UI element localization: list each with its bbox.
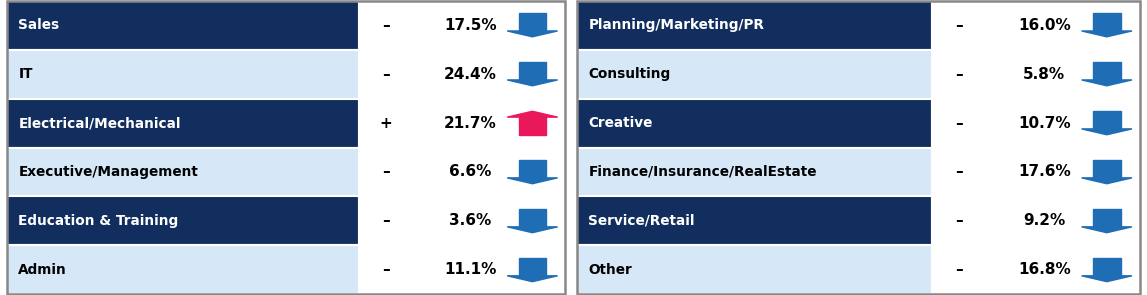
Text: Education & Training: Education & Training bbox=[18, 214, 179, 228]
Polygon shape bbox=[518, 160, 546, 178]
Bar bbox=[7, 99, 359, 148]
Bar bbox=[931, 50, 1140, 99]
Polygon shape bbox=[518, 209, 546, 227]
Polygon shape bbox=[1093, 258, 1121, 276]
Polygon shape bbox=[518, 117, 546, 135]
Text: Planning/Marketing/PR: Planning/Marketing/PR bbox=[588, 18, 764, 32]
Polygon shape bbox=[1082, 31, 1132, 37]
Text: –: – bbox=[955, 18, 962, 32]
Text: 16.0%: 16.0% bbox=[1017, 18, 1070, 32]
Polygon shape bbox=[1093, 209, 1121, 227]
Text: 3.6%: 3.6% bbox=[450, 214, 492, 228]
Text: IT: IT bbox=[18, 67, 33, 81]
Text: –: – bbox=[955, 214, 962, 228]
Text: –: – bbox=[955, 263, 962, 277]
Text: –: – bbox=[382, 67, 390, 81]
Polygon shape bbox=[507, 276, 557, 282]
Bar bbox=[359, 148, 565, 196]
Bar bbox=[577, 1, 1140, 294]
Text: Electrical/Mechanical: Electrical/Mechanical bbox=[18, 116, 181, 130]
Text: Creative: Creative bbox=[588, 116, 653, 130]
Text: Consulting: Consulting bbox=[588, 67, 671, 81]
Bar bbox=[931, 1, 1140, 50]
Bar bbox=[7, 148, 359, 196]
Text: 5.8%: 5.8% bbox=[1023, 67, 1066, 81]
Bar bbox=[359, 50, 565, 99]
Polygon shape bbox=[518, 62, 546, 80]
Text: –: – bbox=[955, 116, 962, 130]
Polygon shape bbox=[1082, 129, 1132, 135]
Text: 11.1%: 11.1% bbox=[444, 263, 497, 277]
Bar bbox=[577, 1, 931, 50]
Text: –: – bbox=[382, 165, 390, 179]
Bar bbox=[359, 1, 565, 50]
Bar bbox=[359, 196, 565, 245]
Polygon shape bbox=[518, 258, 546, 276]
Text: –: – bbox=[955, 67, 962, 81]
Text: 9.2%: 9.2% bbox=[1023, 214, 1066, 228]
Text: 16.8%: 16.8% bbox=[1017, 263, 1070, 277]
Text: –: – bbox=[955, 165, 962, 179]
Polygon shape bbox=[507, 178, 557, 184]
Text: Executive/Management: Executive/Management bbox=[18, 165, 198, 179]
Text: 6.6%: 6.6% bbox=[450, 165, 492, 179]
Bar bbox=[7, 245, 359, 294]
Polygon shape bbox=[1082, 227, 1132, 233]
Bar bbox=[577, 245, 931, 294]
Bar bbox=[7, 50, 359, 99]
Text: Sales: Sales bbox=[18, 18, 60, 32]
Text: 17.6%: 17.6% bbox=[1017, 165, 1070, 179]
Bar bbox=[577, 50, 931, 99]
Bar bbox=[7, 1, 359, 50]
Text: Admin: Admin bbox=[18, 263, 68, 277]
Bar bbox=[931, 245, 1140, 294]
Polygon shape bbox=[507, 31, 557, 37]
Polygon shape bbox=[1082, 276, 1132, 282]
Polygon shape bbox=[518, 13, 546, 31]
Polygon shape bbox=[507, 80, 557, 86]
Bar bbox=[577, 196, 931, 245]
Polygon shape bbox=[1093, 160, 1121, 178]
Text: Service/Retail: Service/Retail bbox=[588, 214, 695, 228]
Polygon shape bbox=[507, 227, 557, 233]
Text: Other: Other bbox=[588, 263, 632, 277]
Text: +: + bbox=[380, 116, 392, 130]
Bar bbox=[359, 99, 565, 148]
Text: –: – bbox=[382, 214, 390, 228]
Bar bbox=[7, 1, 565, 294]
Polygon shape bbox=[1093, 13, 1121, 31]
Polygon shape bbox=[507, 111, 557, 117]
Polygon shape bbox=[1093, 111, 1121, 129]
Polygon shape bbox=[1093, 62, 1121, 80]
Bar bbox=[577, 99, 931, 148]
Bar bbox=[7, 196, 359, 245]
Bar bbox=[577, 148, 931, 196]
Bar bbox=[931, 148, 1140, 196]
Bar bbox=[359, 245, 565, 294]
Text: Finance/Insurance/RealEstate: Finance/Insurance/RealEstate bbox=[588, 165, 817, 179]
Bar bbox=[931, 196, 1140, 245]
Polygon shape bbox=[1082, 80, 1132, 86]
Polygon shape bbox=[1082, 178, 1132, 184]
Text: 17.5%: 17.5% bbox=[444, 18, 497, 32]
Text: 21.7%: 21.7% bbox=[444, 116, 497, 130]
Text: –: – bbox=[382, 18, 390, 32]
Text: 10.7%: 10.7% bbox=[1017, 116, 1070, 130]
Text: 24.4%: 24.4% bbox=[444, 67, 497, 81]
Bar bbox=[931, 99, 1140, 148]
Text: –: – bbox=[382, 263, 390, 277]
